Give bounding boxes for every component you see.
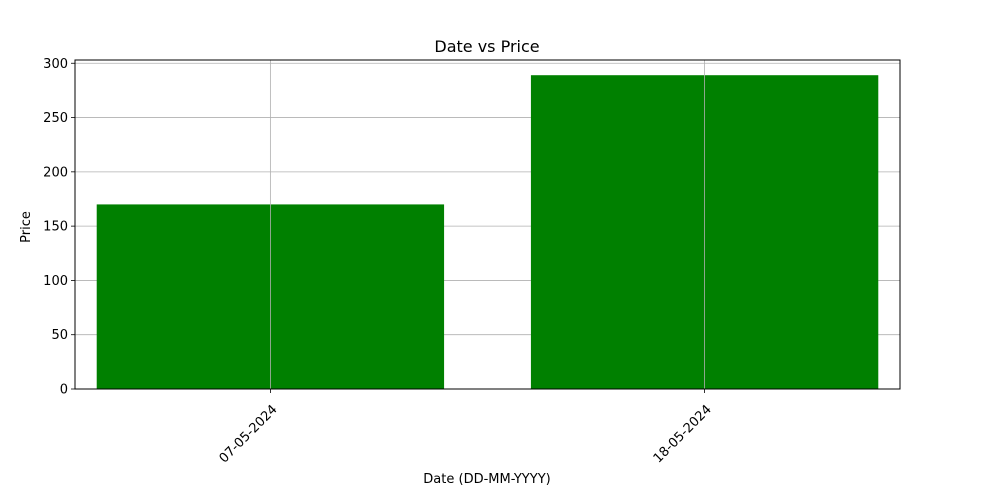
x-tick-label: 07-05-2024 — [217, 402, 281, 466]
bars — [96, 75, 879, 389]
chart-title: Date vs Price — [434, 37, 539, 56]
y-tick-label: 250 — [43, 111, 68, 126]
y-tick-label: 50 — [51, 328, 68, 343]
y-tick-label: 100 — [43, 274, 68, 289]
y-tick-label: 200 — [43, 165, 68, 180]
x-axis-label: Date (DD-MM-YYYY) — [423, 472, 550, 487]
y-axis-ticks: 0 50 100 150 200 250 300 — [43, 57, 75, 398]
axes — [74, 59, 901, 390]
y-tick-label: 300 — [43, 57, 68, 72]
y-tick-label: 150 — [43, 220, 68, 235]
y-axis-label: Price — [19, 211, 34, 243]
x-tick-label: 18-05-2024 — [651, 402, 715, 466]
x-axis-ticks: 07-05-2024 18-05-2024 — [217, 389, 715, 466]
y-tick-label: 0 — [60, 383, 68, 398]
plot-frame — [74, 59, 901, 390]
